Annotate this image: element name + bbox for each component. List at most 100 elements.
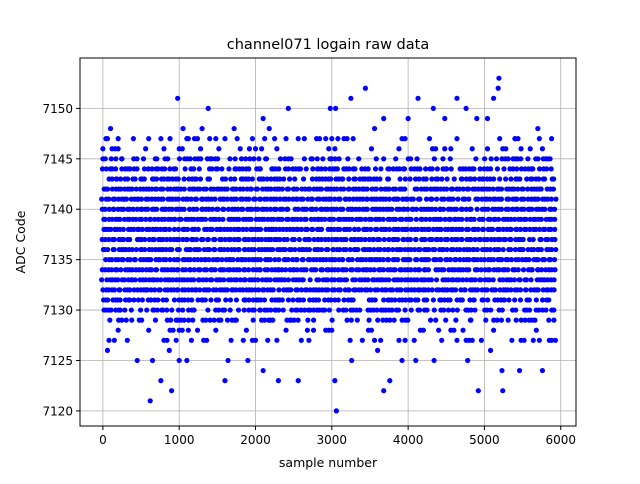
data-point [487,347,494,353]
data-point [487,166,494,172]
data-point [117,297,123,303]
data-point [105,246,111,253]
data-point [191,216,197,222]
data-point [289,307,295,313]
data-point [505,156,511,162]
data-point [441,196,447,202]
plot-area-frame [79,57,577,427]
data-point [426,226,432,232]
data-point [414,186,420,192]
data-point [391,317,397,323]
data-point [149,166,155,172]
data-point [148,216,154,222]
data-point [371,125,378,132]
data-point [416,267,423,273]
data-point [251,307,257,313]
data-point [387,317,393,323]
data-point [291,236,297,243]
data-point [235,307,242,313]
data-point [263,156,270,162]
data-point [356,267,362,273]
data-point [411,337,417,343]
data-point [179,146,185,152]
data-point [552,337,558,343]
data-point [331,277,338,283]
data-point [396,226,402,232]
data-point [285,297,291,303]
data-point [167,136,173,142]
data-point [499,307,505,313]
data-point [267,206,274,212]
data-point [114,176,120,182]
data-point [212,196,218,202]
data-point [251,156,257,162]
data-point [431,156,437,162]
data-point [538,216,544,222]
data-point [380,216,386,222]
data-point [362,216,368,222]
data-point [155,216,161,222]
data-point [181,297,188,303]
data-point [301,136,307,142]
data-point [104,136,111,142]
data-point [276,307,282,313]
data-point [315,297,322,303]
data-point [309,176,316,182]
data-point [219,166,225,172]
data-point [139,216,145,222]
data-point [466,267,472,273]
data-point [341,297,347,303]
data-point [530,236,536,243]
data-point [343,246,349,253]
data-point [127,236,133,243]
data-point [224,186,230,192]
data-point [398,277,405,283]
data-point [499,367,505,374]
data-point [279,186,285,192]
data-point [224,196,231,202]
data-point [432,206,439,212]
data-point [279,297,285,303]
data-point [285,277,292,283]
data-point [135,297,141,303]
data-point [399,216,405,222]
data-point [454,236,460,243]
data-point [200,236,206,243]
data-point [307,277,313,283]
data-point [125,176,131,182]
data-point [193,196,200,202]
data-point [111,236,117,243]
data-point [139,267,145,273]
y-tick-label: 7135 [42,253,73,267]
data-point [190,317,196,323]
data-point [493,156,500,162]
data-point [515,186,521,192]
data-point [305,317,311,323]
data-point [167,257,173,263]
data-point [162,166,168,172]
data-point [375,317,381,323]
data-point [551,277,557,283]
data-point [222,378,228,384]
data-point [176,156,183,162]
data-point [386,186,392,192]
data-point [424,307,430,313]
data-point [170,277,176,283]
data-point [240,337,246,343]
data-point [311,236,317,243]
data-point [243,226,250,232]
data-point [459,206,465,212]
data-point [407,156,414,162]
data-point [139,317,145,323]
data-point [282,246,288,253]
data-point [233,186,239,192]
data-point [122,307,128,313]
data-point [401,236,407,243]
data-point [246,146,253,152]
data-point [153,176,160,182]
data-point [533,327,539,333]
data-point [285,105,291,112]
x-tick-label: 4000 [393,433,424,447]
